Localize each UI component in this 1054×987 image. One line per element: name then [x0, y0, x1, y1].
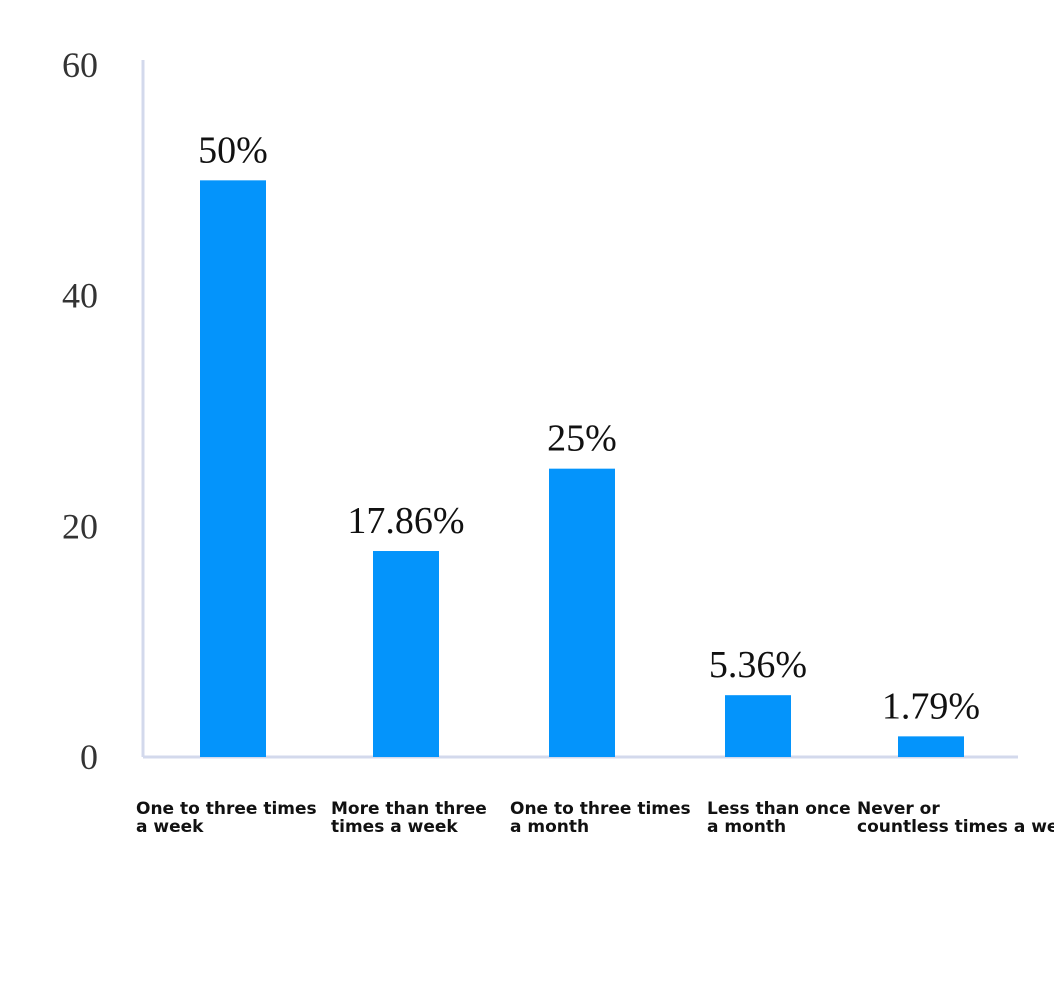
bar [725, 695, 791, 757]
data-label: 17.86% [347, 500, 464, 542]
y-tick-label: 20 [62, 506, 98, 546]
category-label-line: One to three times [136, 799, 317, 819]
data-label: 5.36% [709, 644, 807, 686]
data-label: 50% [198, 129, 268, 171]
y-tick-label: 0 [80, 737, 98, 777]
category-label-line: a month [707, 817, 786, 837]
category-label: One to three times a week [136, 799, 317, 837]
category-label-line: countless times a week [857, 817, 1054, 837]
category-label-line: a week [136, 817, 204, 837]
y-tick-label: 40 [62, 276, 98, 316]
bar [549, 468, 615, 757]
bars-group [200, 180, 964, 758]
bar [200, 180, 266, 758]
category-labels-group: One to three times a week More than three… [136, 799, 1054, 837]
category-label-line: Less than once [707, 799, 851, 819]
category-label-line: a month [510, 817, 589, 837]
category-label-line: One to three times [510, 799, 691, 819]
y-tick-label: 60 [62, 45, 98, 85]
data-label: 25% [547, 418, 617, 460]
bar [898, 736, 964, 757]
y-axis-ticks: 0 20 40 60 [62, 45, 98, 777]
category-label-line: Never or [857, 799, 940, 819]
category-label-line: times a week [331, 817, 458, 837]
data-labels-group: 50% 17.86% 25% 5.36% 1.79% [198, 129, 980, 727]
data-label: 1.79% [882, 685, 980, 727]
category-label-line: More than three [331, 799, 487, 819]
bar [373, 551, 439, 757]
